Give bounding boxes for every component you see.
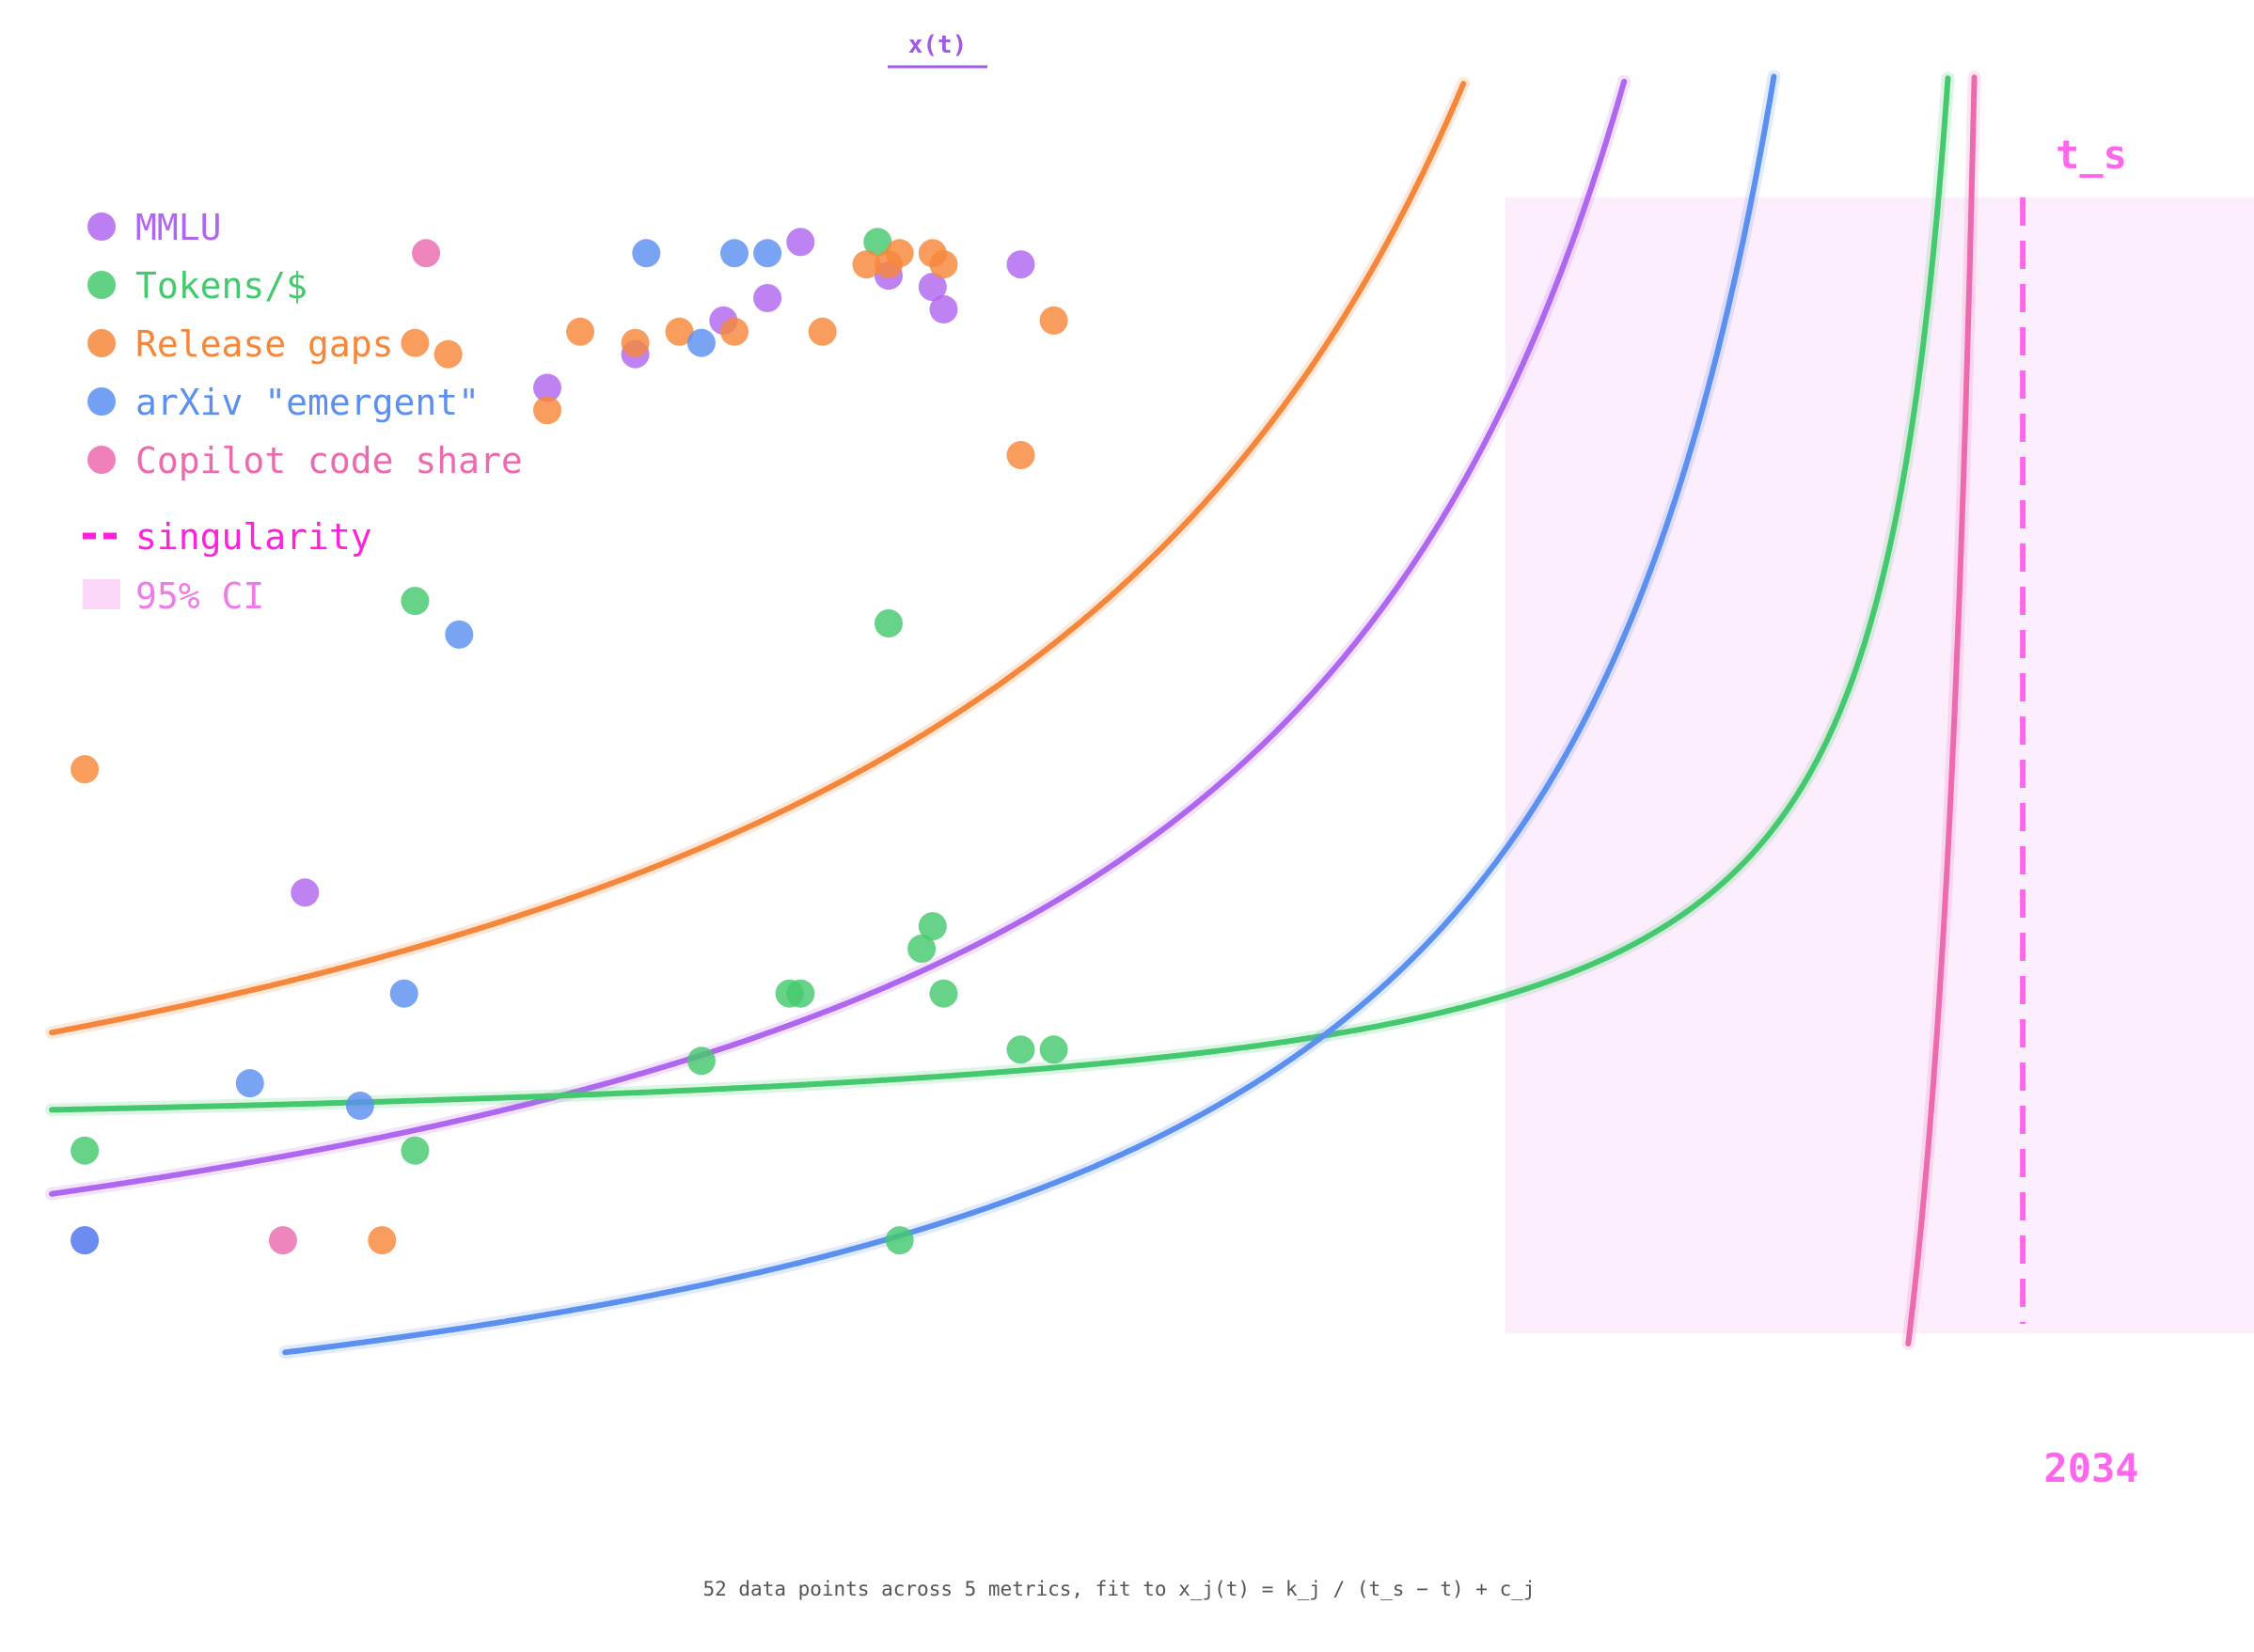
singularity-label: t_s (2056, 132, 2127, 178)
data-point-2-14 (929, 250, 958, 279)
data-point-1-12 (1006, 1035, 1035, 1064)
data-point-0-6 (786, 228, 815, 257)
data-point-0-2 (533, 373, 561, 402)
data-point-1-10 (918, 912, 947, 941)
fit-curve-0 (49, 78, 1628, 1197)
data-point-3-8 (753, 239, 782, 268)
data-point-3-1 (235, 1069, 264, 1098)
data-point-0-8 (918, 273, 947, 302)
data-point-4-1 (412, 239, 441, 268)
data-point-2-16 (1039, 306, 1068, 335)
data-point-1-11 (929, 979, 958, 1008)
chart-caption: 52 data points across 5 metrics, fit to … (702, 1578, 1535, 1600)
legend-ci-label: 95% CI (135, 575, 264, 617)
data-point-2-7 (665, 317, 694, 346)
data-point-2-0 (71, 755, 100, 784)
data-point-2-2 (401, 328, 430, 357)
data-point-1-9 (907, 935, 937, 963)
y-axis-label-group: x(t) (888, 31, 987, 69)
data-point-2-5 (566, 317, 595, 346)
data-point-0-1 (291, 878, 320, 907)
legend-label-2: Release gaps (135, 323, 394, 365)
fit-curve-3 (282, 73, 1777, 1356)
data-point-1-0 (71, 1136, 100, 1165)
data-point-3-6 (686, 328, 716, 357)
data-point-0-10 (1006, 250, 1035, 279)
legend-ci-marker (83, 579, 120, 609)
data-point-2-15 (1006, 441, 1035, 469)
legend-marker-1 (87, 271, 116, 299)
data-point-1-5 (786, 979, 815, 1008)
data-point-4-0 (268, 1226, 297, 1255)
data-point-2-6 (621, 328, 650, 357)
legend-label-4: Copilot code share (135, 440, 523, 481)
data-point-2-10 (852, 250, 881, 279)
legend-label-0: MMLU (135, 207, 222, 248)
data-point-1-1 (401, 1136, 430, 1165)
data-point-3-7 (720, 239, 749, 268)
data-point-1-7 (875, 609, 903, 637)
fit-curve-4 (1905, 74, 1978, 1346)
fit-curves (45, 70, 1981, 1360)
confidence-band (1505, 197, 2254, 1333)
legend-marker-4 (87, 446, 116, 474)
data-point-2-1 (368, 1226, 397, 1255)
fit-curve-glow-2 (45, 77, 1471, 1040)
legend-marker-0 (87, 212, 116, 241)
data-point-1-2 (401, 587, 430, 616)
singularity-year-label: 2034 (2043, 1445, 2138, 1491)
data-point-2-9 (808, 317, 837, 346)
data-point-1-3 (686, 1046, 716, 1076)
legend-singularity-label: singularity (135, 516, 372, 558)
legend-marker-3 (87, 387, 116, 416)
data-point-0-9 (929, 295, 958, 323)
legend-label-3: arXiv "emergent" (135, 382, 480, 423)
legend-label-1: Tokens/$ (135, 265, 307, 307)
legend: MMLU Tokens/$ Release gaps arXiv "emergent"… (83, 207, 523, 609)
y-axis-label: x(t) (908, 31, 968, 59)
data-point-0-5 (753, 284, 782, 312)
data-point-2-12 (885, 239, 914, 268)
fit-curve-2 (49, 81, 1467, 1036)
data-points (71, 228, 1068, 1255)
data-point-3-0 (71, 1226, 100, 1255)
data-point-1-6 (863, 228, 892, 257)
data-point-2-4 (533, 396, 561, 425)
data-point-2-8 (720, 317, 749, 346)
data-point-3-2 (345, 1092, 374, 1120)
data-point-2-3 (433, 339, 463, 369)
data-point-3-3 (389, 979, 418, 1008)
legend-marker-2 (87, 329, 116, 357)
data-point-3-5 (632, 239, 661, 268)
data-point-1-8 (885, 1226, 914, 1255)
data-point-3-4 (445, 620, 474, 649)
data-point-1-13 (1039, 1035, 1068, 1064)
